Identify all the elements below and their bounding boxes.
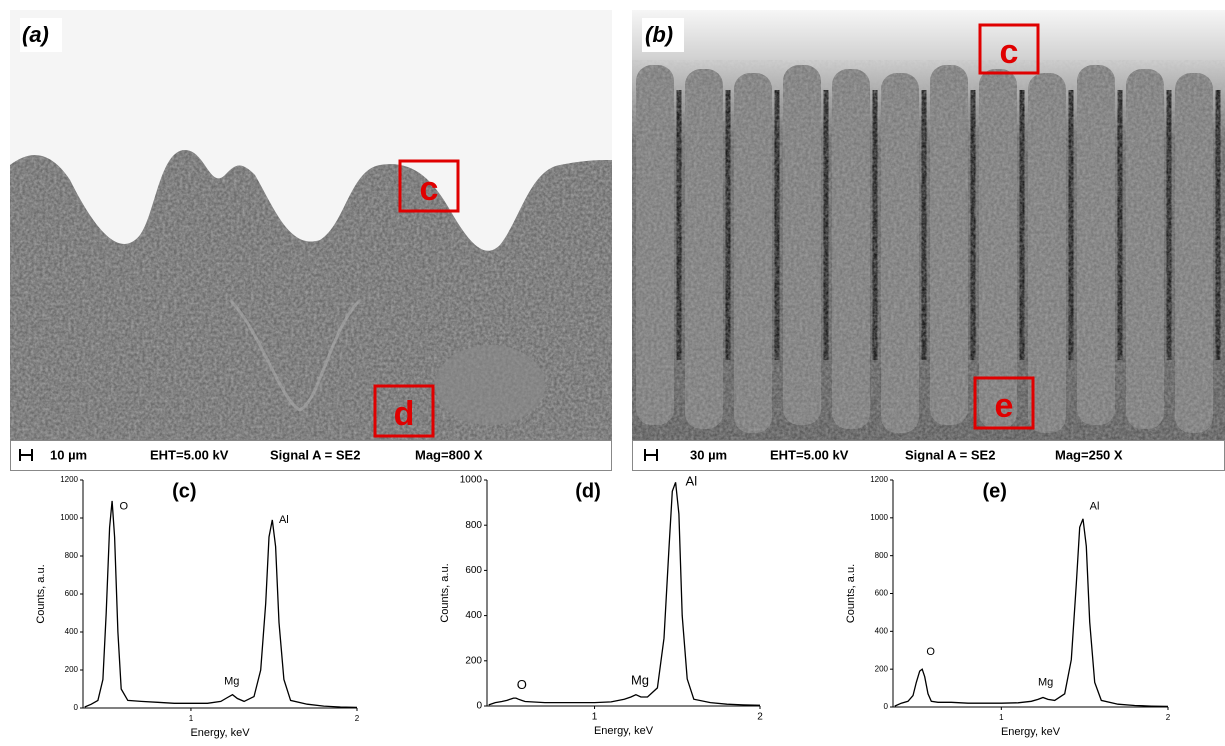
scale-bar: 30 µm — [690, 447, 727, 462]
peak-label: Al — [686, 474, 698, 489]
peak-label: O — [120, 501, 129, 513]
eht: EHT=5.00 kV — [770, 447, 849, 462]
spectrum-line — [894, 518, 1169, 708]
spectrum-chart: 0 200 400 600 800 1000 1200 1 2 (e) Energy, keV Cou… — [845, 475, 1171, 738]
signal: Signal A = SE2 — [270, 447, 360, 462]
y-tick-label: 1200 — [60, 475, 78, 484]
y-tick-label: 400 — [65, 627, 79, 636]
y-tick-label: 200 — [65, 665, 79, 674]
y-tick-label: 200 — [875, 664, 889, 673]
peak-label: Al — [279, 514, 289, 526]
spectrum-line — [488, 482, 761, 706]
y-tick-label: 1200 — [870, 475, 888, 484]
peak-label: Al — [1090, 500, 1100, 512]
x-tick-label: 2 — [757, 712, 763, 723]
y-tick-label: 1000 — [60, 513, 78, 522]
spectrum-chart: 0 200 400 600 800 1000 1 2 (d) Energy, keV Counts,… — [439, 474, 763, 737]
x-tick-label: 1 — [189, 714, 194, 723]
y-tick-label: 0 — [476, 701, 482, 712]
x-axis-label: Energy, keV — [190, 727, 250, 739]
eht: EHT=5.00 kV — [150, 447, 229, 462]
y-tick-label: 1000 — [460, 475, 483, 486]
x-tick-label: 1 — [592, 712, 598, 723]
chart-title: (d) — [575, 480, 601, 502]
scale-bar: 10 µm — [50, 447, 87, 462]
y-tick-label: 600 — [65, 589, 79, 598]
y-tick-label: 800 — [65, 551, 79, 560]
x-axis-label: Energy, keV — [1001, 726, 1061, 738]
y-tick-label: 400 — [465, 610, 482, 621]
mag: Mag=250 X — [1055, 447, 1123, 462]
peak-label: O — [517, 677, 527, 692]
y-tick-label: 400 — [875, 626, 889, 635]
x-tick-label: 1 — [999, 713, 1004, 722]
region-label: d — [394, 395, 415, 433]
y-tick-label: 600 — [465, 565, 482, 576]
chart-title: (c) — [172, 480, 196, 502]
peak-label: Mg — [224, 675, 239, 687]
signal: Signal A = SE2 — [905, 447, 995, 462]
sem-image-b: (b) c e 30 µm EHT=5.00 kV Signal A = SE2… — [632, 10, 1225, 471]
y-tick-label: 800 — [465, 520, 482, 531]
peak-label: Mg — [1038, 676, 1053, 688]
spectrum-chart: 0 200 400 600 800 1000 1200 1 2 (c) Energy, keV Cou… — [35, 475, 360, 739]
y-axis-label: Counts, a.u. — [845, 564, 857, 623]
y-tick-label: 200 — [465, 655, 482, 666]
spectrum-line — [84, 500, 358, 709]
peak-label: Mg — [631, 673, 649, 688]
y-axis-label: Counts, a.u. — [439, 563, 451, 622]
panel-label: (b) — [645, 22, 673, 47]
y-axis-label: Counts, a.u. — [35, 564, 47, 623]
panel-label: (a) — [22, 22, 49, 47]
y-tick-label: 600 — [875, 589, 889, 598]
mag: Mag=800 X — [415, 447, 483, 462]
region-label: e — [995, 387, 1014, 425]
region-label: c — [420, 170, 439, 208]
y-tick-label: 0 — [884, 702, 889, 711]
chart-title: (e) — [983, 480, 1007, 502]
sem-image-a: (a) c d 10 µm EHT=5.00 kV Signal A = SE2… — [10, 10, 612, 471]
x-tick-label: 2 — [355, 714, 360, 723]
x-axis-label: Energy, keV — [594, 725, 654, 737]
x-tick-label: 2 — [1166, 713, 1171, 722]
region-label: c — [1000, 33, 1019, 71]
peak-label: O — [926, 646, 935, 658]
y-tick-label: 800 — [875, 551, 889, 560]
y-tick-label: 1000 — [870, 513, 888, 522]
y-tick-label: 0 — [74, 703, 79, 712]
